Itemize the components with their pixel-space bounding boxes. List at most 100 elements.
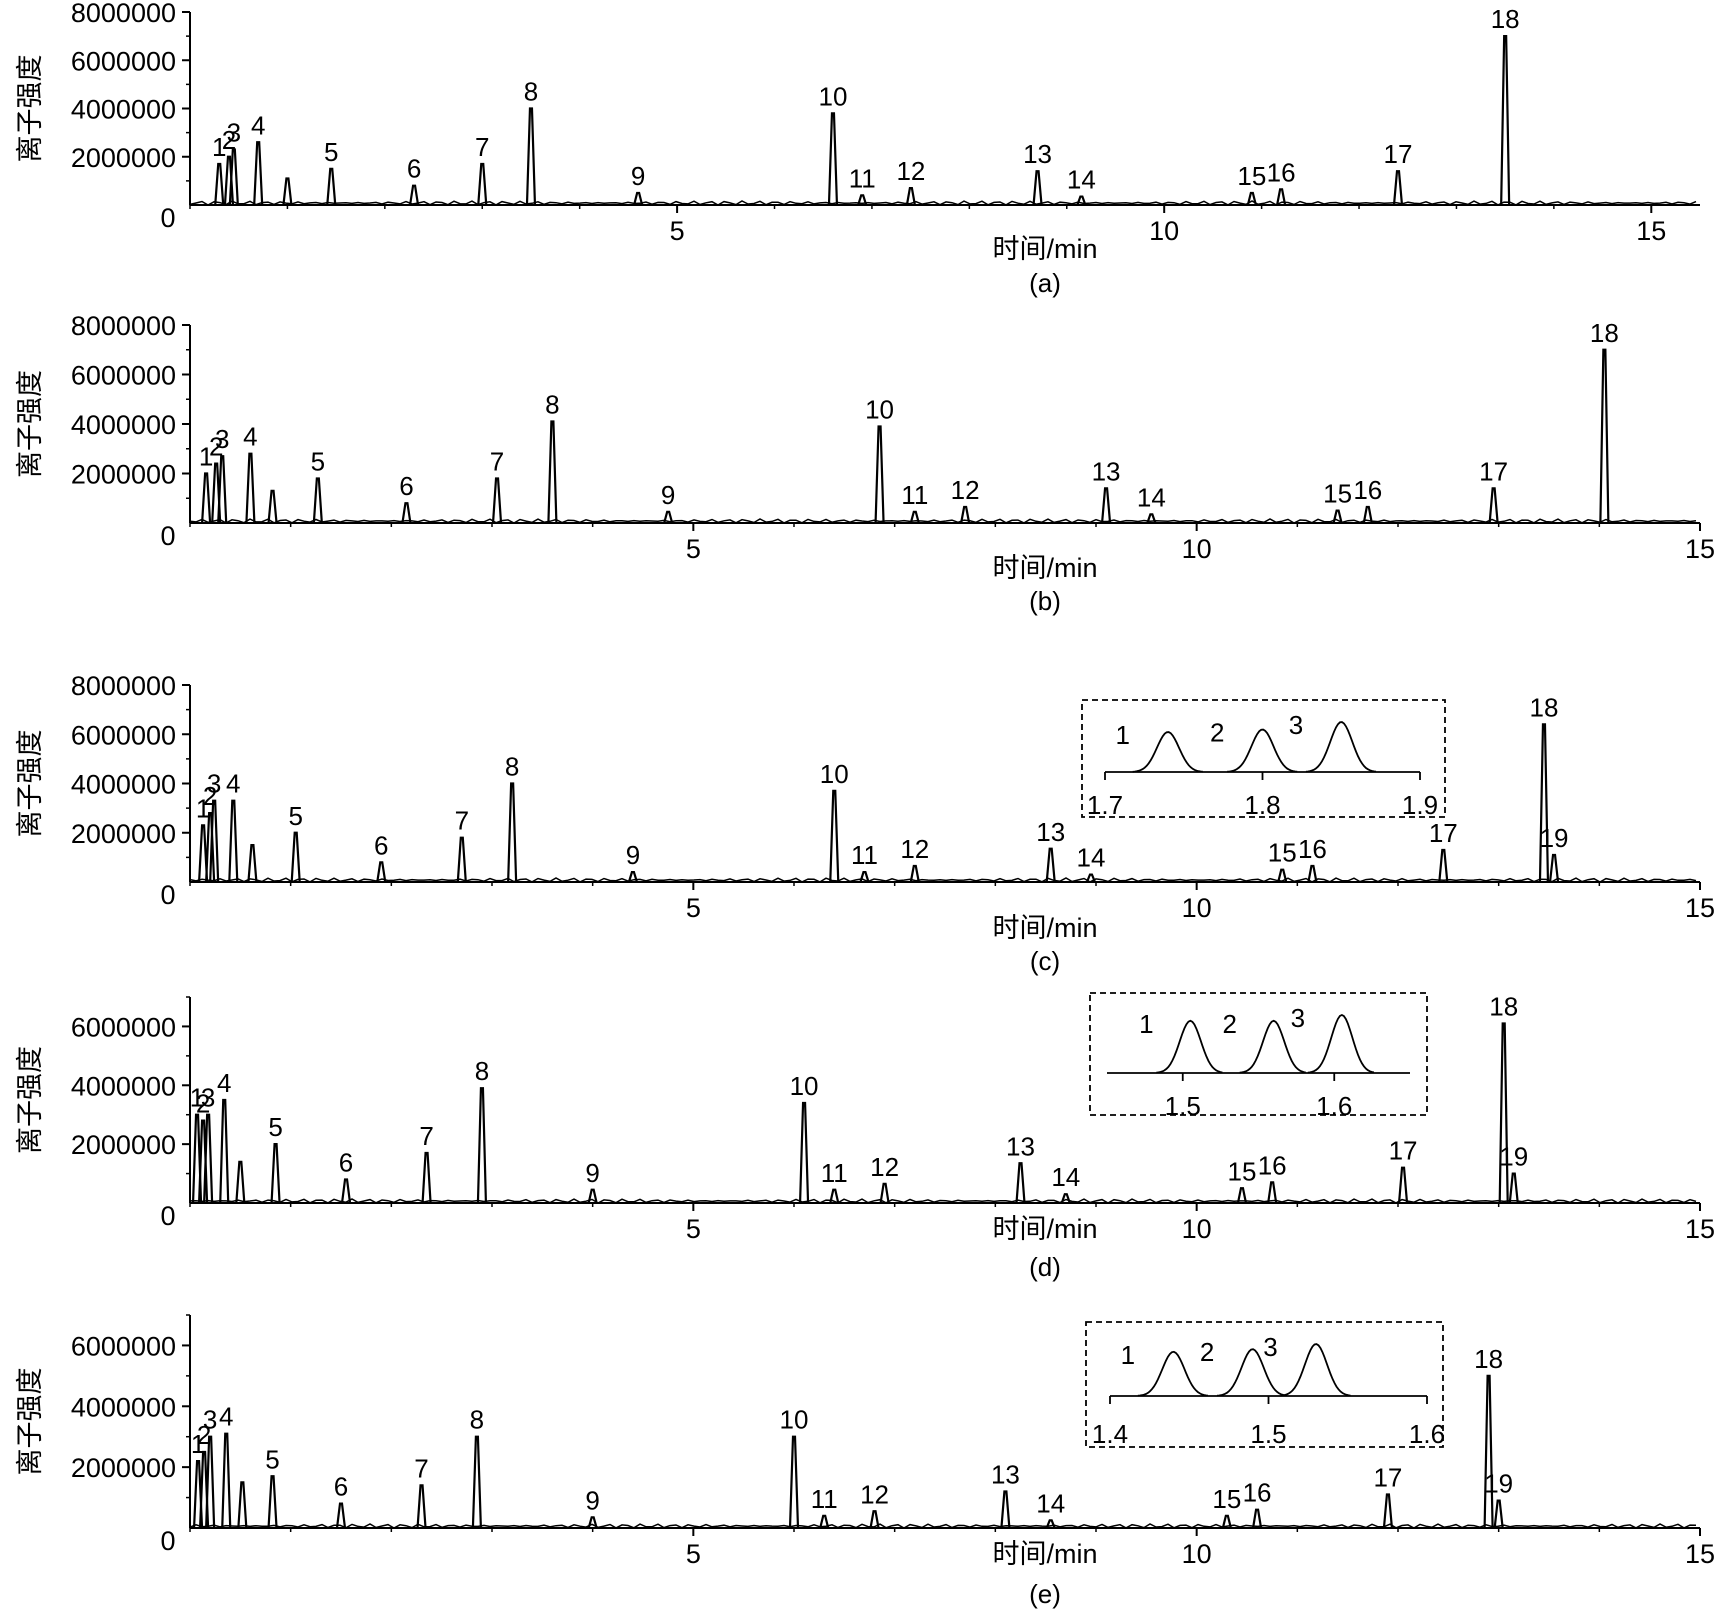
peak-label-14: 14 bbox=[1036, 1488, 1065, 1518]
peak-trace-16 bbox=[1362, 505, 1373, 524]
y-tick-label: 2000000 bbox=[71, 819, 176, 849]
peak-trace-9 bbox=[587, 1188, 598, 1204]
peak-label-18: 18 bbox=[1530, 692, 1559, 722]
peak-label-4: 4 bbox=[251, 110, 265, 140]
peak-label-8: 8 bbox=[475, 1056, 489, 1086]
baseline-trace bbox=[189, 200, 1697, 206]
y-tick-label: 2000000 bbox=[71, 1453, 176, 1483]
x-axis-title: 时间/min bbox=[992, 913, 1097, 943]
inset-tick-label: 1.5 bbox=[1165, 1091, 1201, 1121]
inset-peak-trace-2 bbox=[1217, 1348, 1288, 1397]
x-axis-title: 时间/min bbox=[992, 234, 1097, 264]
inset-peak-label-2: 2 bbox=[1210, 718, 1224, 748]
inset-peak-label-1: 1 bbox=[1139, 1009, 1153, 1039]
peak-label-13: 13 bbox=[1023, 139, 1052, 169]
peak-label-11: 11 bbox=[851, 840, 878, 870]
peak-label-14: 14 bbox=[1077, 843, 1106, 873]
x-axis-origin-label: 0 bbox=[160, 521, 175, 551]
peak-trace-3 bbox=[203, 1113, 214, 1204]
peak-trace-8 bbox=[547, 420, 558, 524]
x-tick-label: 15 bbox=[1685, 1539, 1715, 1569]
peak-label-17: 17 bbox=[1384, 139, 1413, 169]
peak-trace-15 bbox=[1246, 191, 1257, 206]
peak-trace-3 bbox=[205, 1435, 216, 1529]
peak-trace-18 bbox=[1538, 723, 1550, 883]
peak-trace-15 bbox=[1277, 868, 1288, 883]
inset-tick-label: 1.6 bbox=[1409, 1419, 1445, 1449]
y-tick-label: 2000000 bbox=[71, 1130, 176, 1160]
baseline-trace bbox=[189, 877, 1697, 883]
peak-trace-14 bbox=[1076, 195, 1087, 206]
peak-trace-1 bbox=[214, 162, 225, 206]
peak-label-1: 1 bbox=[191, 1429, 205, 1459]
peak-trace-19 bbox=[1493, 1499, 1504, 1529]
y-tick-label: 8000000 bbox=[71, 671, 176, 701]
y-tick-label: 6000000 bbox=[71, 720, 176, 750]
peak-trace-17 bbox=[1488, 487, 1499, 524]
panel-label: (a) bbox=[1029, 268, 1061, 298]
peak-trace-12 bbox=[960, 505, 971, 524]
x-axis-origin-label: 0 bbox=[160, 880, 175, 910]
inset-peak-label-3: 3 bbox=[1291, 1003, 1305, 1033]
peak-trace-4 bbox=[219, 1098, 230, 1204]
peak-trace-unlabeled bbox=[247, 843, 258, 883]
peak-label-5: 5 bbox=[311, 446, 325, 476]
peak-label-3: 3 bbox=[215, 424, 229, 454]
inset-peak-trace-2 bbox=[1227, 728, 1298, 773]
peak-trace-1 bbox=[191, 1113, 203, 1204]
peak-trace-12 bbox=[879, 1182, 890, 1204]
y-tick-label: 6000000 bbox=[71, 361, 176, 391]
inset-tick-label: 1.6 bbox=[1316, 1091, 1352, 1121]
peak-trace-7 bbox=[456, 836, 467, 883]
peak-trace-3 bbox=[217, 455, 228, 524]
peak-trace-7 bbox=[421, 1151, 432, 1204]
peak-trace-13 bbox=[1015, 1162, 1026, 1204]
inset-panel: 1.7 1.8 1.9 1 2 3 bbox=[1081, 699, 1446, 820]
peak-label-3: 3 bbox=[203, 1405, 217, 1435]
peak-trace-4 bbox=[245, 452, 256, 524]
peak-label-12: 12 bbox=[860, 1479, 889, 1509]
inset-peak-label-3: 3 bbox=[1263, 1332, 1277, 1362]
peak-trace-16 bbox=[1307, 864, 1318, 883]
peak-label-19: 19 bbox=[1484, 1469, 1513, 1499]
peak-label-19: 19 bbox=[1499, 1142, 1528, 1172]
peak-label-16: 16 bbox=[1267, 157, 1296, 187]
peak-trace-11 bbox=[859, 871, 870, 883]
peak-label-14: 14 bbox=[1137, 482, 1166, 512]
inset-peak-trace-3 bbox=[1305, 721, 1377, 773]
y-tick-label: 4000000 bbox=[71, 95, 176, 125]
peak-trace-10 bbox=[874, 425, 885, 524]
peak-trace-10 bbox=[798, 1101, 810, 1204]
peak-label-7: 7 bbox=[490, 446, 504, 476]
x-tick-label: 5 bbox=[670, 216, 685, 246]
peak-trace-12 bbox=[909, 864, 920, 883]
peak-trace-3 bbox=[209, 799, 220, 883]
peak-label-6: 6 bbox=[334, 1472, 348, 1502]
y-tick-label: 6000000 bbox=[71, 1331, 176, 1361]
peak-label-6: 6 bbox=[399, 471, 413, 501]
peak-trace-15 bbox=[1221, 1514, 1232, 1529]
y-tick-label: 8000000 bbox=[71, 311, 176, 341]
x-tick-label: 10 bbox=[1182, 893, 1212, 923]
peak-trace-14 bbox=[1060, 1193, 1071, 1204]
peak-trace-unlabeled bbox=[237, 1481, 248, 1529]
peak-trace-8 bbox=[471, 1435, 482, 1529]
peak-label-16: 16 bbox=[1258, 1150, 1287, 1180]
peak-label-10: 10 bbox=[820, 759, 849, 789]
peak-trace-5 bbox=[270, 1143, 281, 1204]
peak-trace-10 bbox=[788, 1435, 800, 1529]
peak-label-6: 6 bbox=[407, 154, 421, 184]
peak-trace-unlabeled bbox=[235, 1160, 246, 1204]
x-tick-label: 15 bbox=[1685, 1214, 1715, 1244]
peak-trace-15 bbox=[1332, 509, 1343, 524]
peak-trace-12 bbox=[905, 187, 916, 206]
peak-label-11: 11 bbox=[821, 1158, 848, 1188]
x-tick-label: 15 bbox=[1636, 216, 1666, 246]
inset-tick-label: 1.9 bbox=[1402, 790, 1438, 820]
peak-label-1: 1 bbox=[199, 442, 213, 472]
peak-label-10: 10 bbox=[780, 1405, 809, 1435]
peak-trace-16 bbox=[1267, 1181, 1278, 1204]
baseline-trace bbox=[189, 518, 1697, 524]
panel-label: (c) bbox=[1030, 946, 1060, 976]
peak-trace-18 bbox=[1500, 35, 1511, 206]
